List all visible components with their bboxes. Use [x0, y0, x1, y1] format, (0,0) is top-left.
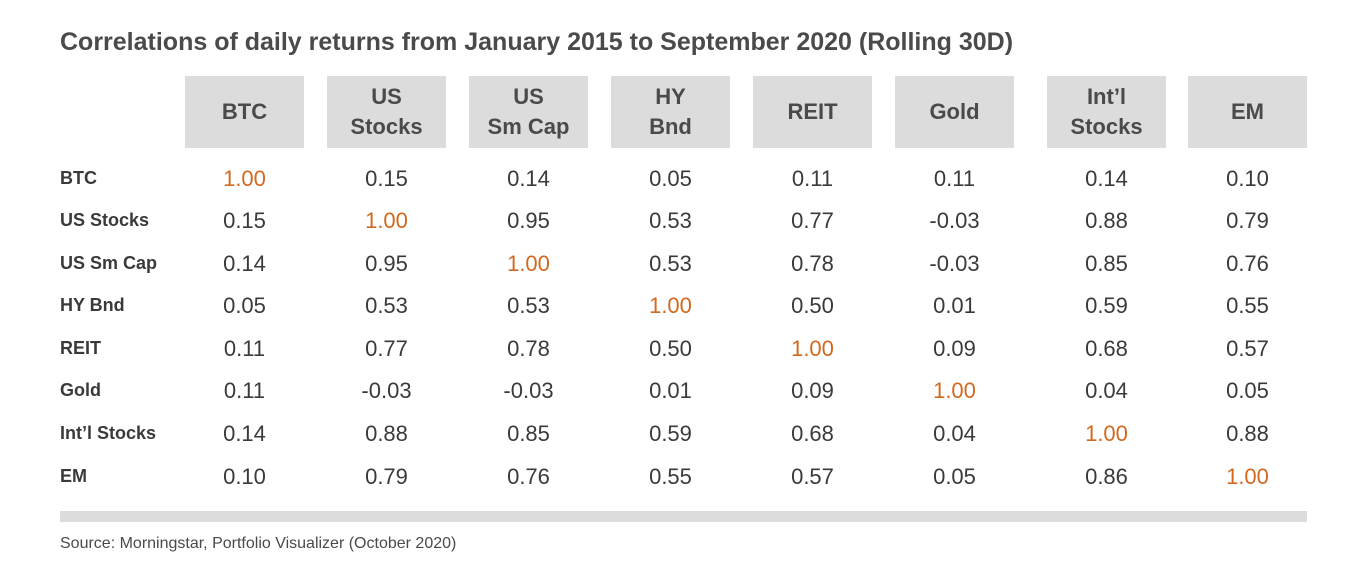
table-cell: 0.05: [649, 166, 692, 191]
table-cell: 0.14: [1085, 166, 1128, 191]
table-cell: 0.15: [223, 208, 266, 233]
row-label: US Sm Cap: [60, 253, 158, 273]
table-cell: 0.77: [365, 336, 408, 361]
table-cell: 1.00: [223, 166, 266, 191]
table-cell: 0.53: [649, 251, 692, 276]
chart-title: Correlations of daily returns from Janua…: [60, 28, 1014, 56]
column-header: REIT: [753, 76, 872, 148]
table-cell: 0.95: [365, 251, 408, 276]
table-cell: 0.04: [933, 421, 976, 446]
table-cell: 0.11: [933, 166, 976, 191]
table-cell: 0.55: [649, 464, 692, 489]
table-cell: -0.03: [361, 378, 412, 403]
table-cell: 0.50: [791, 293, 834, 318]
table-cell: 0.15: [365, 166, 408, 191]
table-cell: 0.85: [1085, 251, 1128, 276]
row-label: HY Bnd: [60, 295, 125, 315]
column-header: US Sm Cap: [469, 76, 588, 148]
table-cell: 0.76: [507, 464, 550, 489]
table-cell: 0.05: [223, 293, 266, 318]
table-cell: 0.09: [791, 378, 834, 403]
column-header: BTC: [185, 76, 304, 148]
table-cell: 0.78: [791, 251, 834, 276]
table-cell: 0.68: [1085, 336, 1128, 361]
table-cell: 0.11: [223, 378, 266, 403]
column-header: US Stocks: [327, 76, 446, 148]
table-cell: 0.53: [649, 208, 692, 233]
table-cell: 0.77: [791, 208, 834, 233]
table-cell: 1.00: [365, 208, 408, 233]
table-cell: 0.10: [223, 464, 266, 489]
table-cell: 0.14: [223, 421, 266, 446]
table-cell: 0.88: [1226, 421, 1269, 446]
column-header: Gold: [895, 76, 1014, 148]
table-cell: 1.00: [1085, 421, 1128, 446]
table-cell: 0.78: [507, 336, 550, 361]
table-cell: 0.04: [1085, 378, 1128, 403]
row-label: Gold: [60, 380, 101, 400]
column-header: HY Bnd: [611, 76, 730, 148]
table-cell: 1.00: [933, 378, 976, 403]
table-cell: 1.00: [649, 293, 692, 318]
table-cell: 0.57: [1226, 336, 1269, 361]
table-cell: 0.05: [933, 464, 976, 489]
table-cell: 0.86: [1085, 464, 1128, 489]
table-cell: -0.03: [929, 251, 980, 276]
row-label: EM: [60, 466, 87, 486]
table-cell: 0.14: [507, 166, 550, 191]
table-cell: 0.55: [1226, 293, 1269, 318]
table-cell: 0.50: [649, 336, 692, 361]
table-cell: 0.88: [1085, 208, 1128, 233]
row-label: US Stocks: [60, 210, 150, 230]
table-cell: 0.79: [365, 464, 408, 489]
table-cell: 0.01: [933, 293, 976, 318]
table-cell: 0.05: [1226, 378, 1269, 403]
column-header: Int’l Stocks: [1047, 76, 1166, 148]
row-label: Int’l Stocks: [60, 423, 157, 443]
table-cell: 1.00: [791, 336, 834, 361]
column-header: EM: [1188, 76, 1307, 148]
table-cell: 0.53: [507, 293, 550, 318]
table-cell: 0.09: [933, 336, 976, 361]
table-cell: 0.01: [649, 378, 692, 403]
table-cell: 0.76: [1226, 251, 1269, 276]
row-label: BTC: [60, 168, 97, 188]
table-cell: 0.95: [507, 208, 550, 233]
row-label: REIT: [60, 338, 102, 358]
table-cell: 0.88: [365, 421, 408, 446]
table-cell: 0.14: [223, 251, 266, 276]
table-cell: 0.57: [791, 464, 834, 489]
table-cell: 0.85: [507, 421, 550, 446]
table-cell: -0.03: [503, 378, 554, 403]
table-cell: -0.03: [929, 208, 980, 233]
table-cell: 0.79: [1226, 208, 1269, 233]
source-note: Source: Morningstar, Portfolio Visualize…: [60, 535, 457, 552]
table-cell: 0.11: [791, 166, 834, 191]
table-cell: 0.10: [1226, 166, 1269, 191]
table-cell: 1.00: [1226, 464, 1269, 489]
table-bottom-bar: [60, 511, 1307, 522]
table-cell: 0.11: [223, 336, 266, 361]
table-cell: 1.00: [507, 251, 550, 276]
table-cell: 0.68: [791, 421, 834, 446]
table-cell: 0.59: [649, 421, 692, 446]
table-cell: 0.59: [1085, 293, 1128, 318]
table-cell: 0.53: [365, 293, 408, 318]
